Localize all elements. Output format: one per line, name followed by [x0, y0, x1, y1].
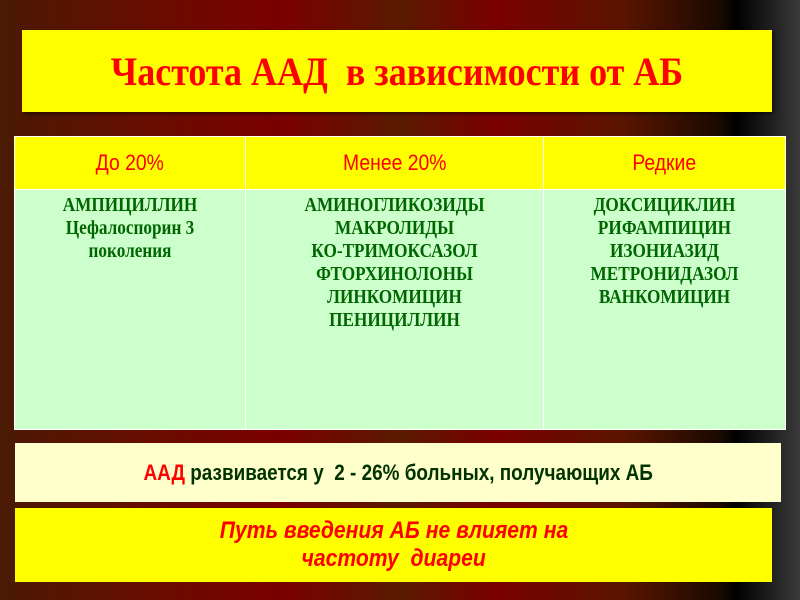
- table-cell: АМПИЦИЛЛИН Цефалоспорин 3 поколения: [14, 189, 246, 430]
- drug-item: АМИНОГЛИКОЗИДЫ: [304, 194, 485, 216]
- table-cell: АМИНОГЛИКОЗИДЫ МАКРОЛИДЫ КО-ТРИМОКСАЗОЛ …: [245, 189, 544, 430]
- header-cell: Редкие: [543, 136, 786, 190]
- route-note-line: частоту диареи: [301, 545, 486, 572]
- drug-item: АМПИЦИЛЛИН: [62, 194, 198, 216]
- header-cell: До 20%: [14, 136, 246, 190]
- drug-item: КО-ТРИМОКСАЗОЛ: [311, 240, 478, 262]
- drug-item: ПЕНИЦИЛЛИН: [329, 309, 460, 331]
- table-row: АМПИЦИЛЛИН Цефалоспорин 3 поколения АМИН…: [14, 189, 786, 430]
- drug-item: РИФАМПИЦИН: [597, 217, 732, 239]
- table-header-row: До 20% Менее 20% Редкие: [14, 136, 786, 190]
- route-note: Путь введения АБ не влияет на частоту ди…: [15, 508, 772, 582]
- incidence-text: развивается у 2 - 26% больных, получающи…: [184, 459, 653, 485]
- antibiotics-table: До 20% Менее 20% Редкие АМПИЦИЛЛИН Цефал…: [14, 136, 786, 430]
- table-cell: ДОКСИЦИКЛИН РИФАМПИЦИН ИЗОНИАЗИД МЕТРОНИ…: [543, 189, 786, 430]
- drug-item: ИЗОНИАЗИД: [610, 240, 719, 262]
- route-note-line: Путь введения АБ не влияет на: [219, 517, 568, 544]
- header-cell: Менее 20%: [245, 136, 544, 190]
- incidence-note: ААД развивается у 2 - 26% больных, получ…: [15, 443, 781, 502]
- drug-item: МЕТРОНИДАЗОЛ: [590, 263, 739, 285]
- aad-highlight: ААД: [143, 459, 185, 485]
- drug-item: ВАНКОМИЦИН: [598, 286, 731, 308]
- slide-title: Частота ААД в зависимости от АБ: [110, 48, 684, 94]
- drug-item: ЛИНКОМИЦИН: [327, 286, 462, 308]
- drug-item: Цефалоспорин 3: [65, 217, 195, 239]
- drug-item: поколения: [88, 240, 172, 262]
- title-box: Частота ААД в зависимости от АБ: [22, 30, 772, 112]
- drug-item: ДОКСИЦИКЛИН: [593, 194, 736, 216]
- drug-item: МАКРОЛИДЫ: [335, 217, 454, 239]
- drug-item: ФТОРХИНОЛОНЫ: [316, 263, 473, 285]
